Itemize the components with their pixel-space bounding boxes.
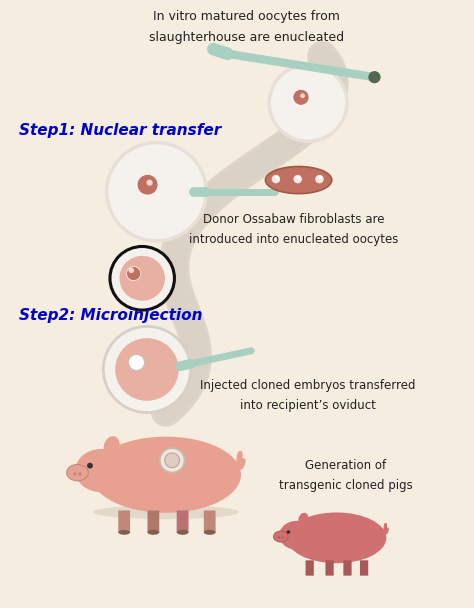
FancyBboxPatch shape xyxy=(306,561,314,576)
Circle shape xyxy=(128,354,145,370)
Ellipse shape xyxy=(279,521,314,550)
Circle shape xyxy=(272,175,280,184)
Circle shape xyxy=(164,453,180,468)
Ellipse shape xyxy=(75,449,128,492)
Text: Step1: Nuclear transfer: Step1: Nuclear transfer xyxy=(19,123,221,139)
Circle shape xyxy=(278,536,280,539)
Ellipse shape xyxy=(91,437,241,513)
Circle shape xyxy=(110,246,174,310)
Text: transgenic cloned pigs: transgenic cloned pigs xyxy=(279,479,413,492)
Circle shape xyxy=(78,472,82,475)
Circle shape xyxy=(368,71,381,83)
Circle shape xyxy=(160,448,185,472)
FancyBboxPatch shape xyxy=(343,561,352,576)
Circle shape xyxy=(269,64,347,141)
Ellipse shape xyxy=(93,505,239,519)
Circle shape xyxy=(146,179,153,186)
Circle shape xyxy=(121,157,192,227)
Circle shape xyxy=(297,175,301,179)
Circle shape xyxy=(115,338,179,401)
Ellipse shape xyxy=(177,530,189,535)
Ellipse shape xyxy=(273,531,288,542)
Text: Donor Ossabaw fibroblasts are: Donor Ossabaw fibroblasts are xyxy=(203,213,384,226)
Text: Injected cloned embryos transferred: Injected cloned embryos transferred xyxy=(201,379,416,392)
Ellipse shape xyxy=(204,530,216,535)
FancyBboxPatch shape xyxy=(326,561,334,576)
Circle shape xyxy=(282,536,284,539)
Ellipse shape xyxy=(67,465,88,481)
Ellipse shape xyxy=(265,167,332,193)
Circle shape xyxy=(287,530,290,534)
Ellipse shape xyxy=(298,513,309,527)
Text: slaughterhouse are enucleated: slaughterhouse are enucleated xyxy=(149,31,344,44)
Text: In vitro matured oocytes from: In vitro matured oocytes from xyxy=(153,10,340,23)
Circle shape xyxy=(315,175,324,184)
Circle shape xyxy=(131,356,137,362)
FancyBboxPatch shape xyxy=(118,511,130,533)
Circle shape xyxy=(127,266,141,281)
Circle shape xyxy=(137,174,158,195)
FancyBboxPatch shape xyxy=(204,511,216,533)
Circle shape xyxy=(275,175,279,179)
Circle shape xyxy=(107,143,206,241)
Circle shape xyxy=(87,463,93,469)
Ellipse shape xyxy=(103,436,120,457)
Circle shape xyxy=(300,93,305,98)
FancyBboxPatch shape xyxy=(147,511,159,533)
Ellipse shape xyxy=(287,513,386,563)
Circle shape xyxy=(119,256,165,301)
Circle shape xyxy=(293,89,309,105)
Circle shape xyxy=(73,472,77,475)
Circle shape xyxy=(103,326,191,412)
FancyBboxPatch shape xyxy=(360,561,368,576)
Ellipse shape xyxy=(118,530,130,535)
Circle shape xyxy=(128,268,134,273)
Text: Generation of: Generation of xyxy=(305,459,387,472)
Text: introduced into enucleated oocytes: introduced into enucleated oocytes xyxy=(189,233,399,246)
Circle shape xyxy=(280,75,337,131)
Ellipse shape xyxy=(147,530,159,535)
FancyBboxPatch shape xyxy=(177,511,189,533)
Text: into recipient’s oviduct: into recipient’s oviduct xyxy=(240,399,376,412)
Circle shape xyxy=(319,175,322,179)
Text: Step2: Microinjection: Step2: Microinjection xyxy=(19,308,202,323)
Circle shape xyxy=(293,175,302,184)
